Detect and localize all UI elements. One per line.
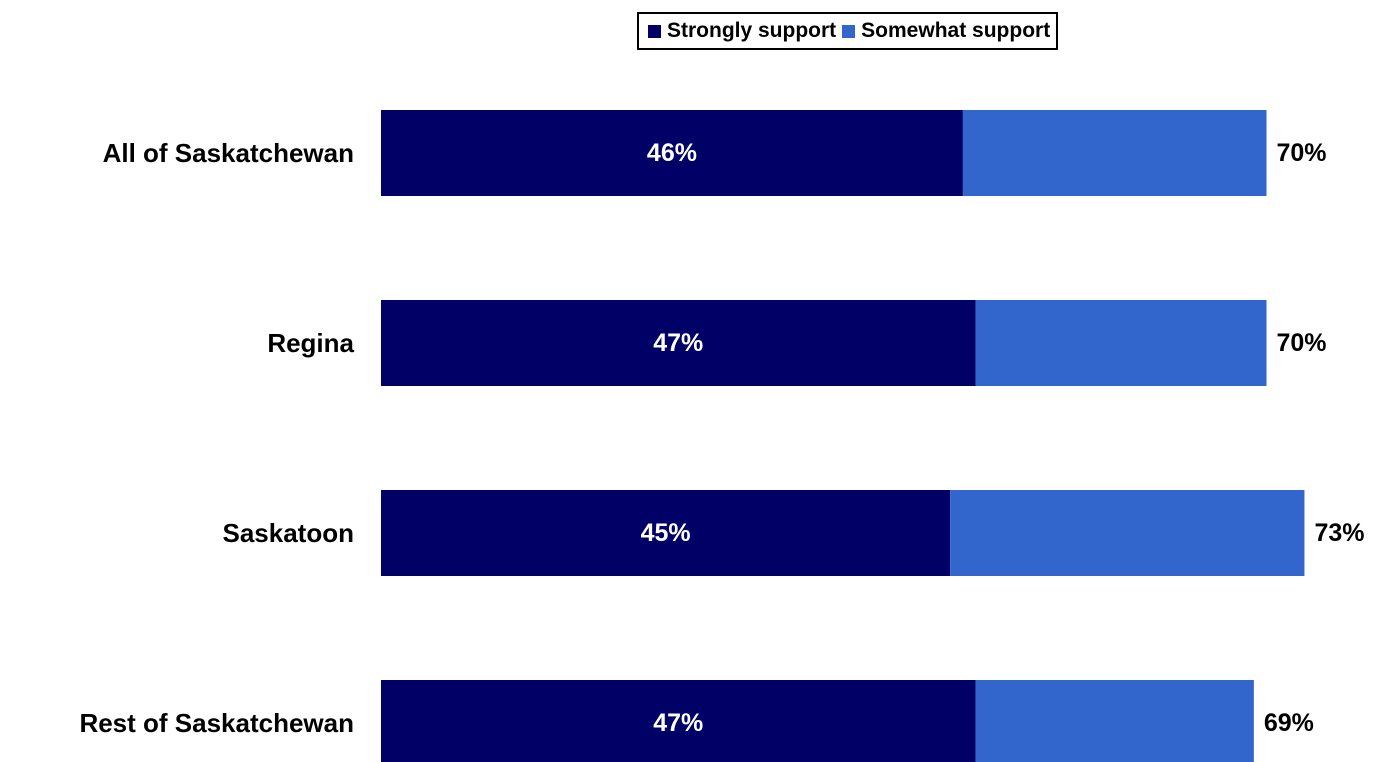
legend: Strongly support Somewhat support: [637, 12, 1059, 50]
legend-item-somewhat: Somewhat support: [842, 19, 1050, 43]
bar-strongly: [381, 490, 951, 576]
bar-strongly: [381, 680, 976, 762]
bar-somewhat: [975, 300, 1267, 386]
total-value-label: 70%: [1277, 139, 1327, 167]
legend-swatch-strongly: [648, 24, 661, 38]
total-value-label: 73%: [1314, 519, 1364, 547]
category-label: Saskatoon: [223, 518, 355, 548]
bar-value-label: 47%: [653, 709, 703, 737]
bar-somewhat: [950, 490, 1305, 576]
bar-strongly: [381, 300, 976, 386]
legend-label-somewhat: Somewhat support: [861, 19, 1051, 42]
total-value-label: 69%: [1264, 709, 1314, 737]
bar-value-label: 46%: [647, 139, 697, 167]
category-label: Regina: [267, 328, 354, 358]
category-label: All of Saskatchewan: [103, 138, 354, 168]
legend-item-strongly: Strongly support: [648, 19, 836, 43]
bar-somewhat: [962, 110, 1267, 196]
category-label: Rest of Saskatchewan: [79, 708, 354, 738]
legend-swatch-somewhat: [842, 24, 856, 38]
bar-value-label: 47%: [653, 329, 703, 357]
legend-label-strongly: Strongly support: [667, 19, 837, 42]
bar-strongly: [381, 110, 963, 196]
total-value-label: 70%: [1277, 329, 1327, 357]
bar-somewhat: [975, 680, 1254, 762]
bar-value-label: 45%: [641, 519, 691, 547]
